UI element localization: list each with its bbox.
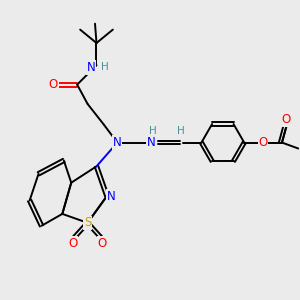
Text: H: H: [149, 126, 157, 136]
Text: S: S: [84, 216, 91, 229]
Text: O: O: [49, 78, 58, 91]
Text: O: O: [258, 136, 268, 149]
Text: H: H: [101, 62, 109, 72]
Text: H: H: [177, 126, 185, 136]
Text: O: O: [68, 237, 77, 250]
Text: N: N: [107, 190, 116, 202]
Text: N: N: [87, 61, 95, 74]
Text: N: N: [147, 136, 156, 149]
Text: O: O: [282, 113, 291, 126]
Text: O: O: [98, 237, 107, 250]
Text: N: N: [113, 136, 122, 149]
